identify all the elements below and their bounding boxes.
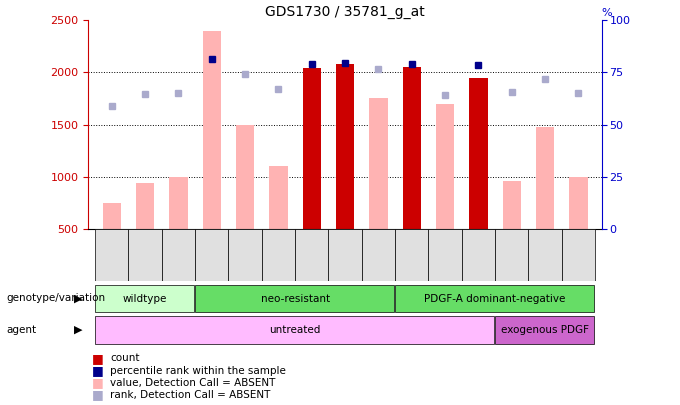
Bar	[362, 229, 395, 281]
Bar	[129, 229, 162, 281]
Bar	[536, 127, 554, 229]
Bar	[262, 229, 295, 281]
Bar	[395, 285, 594, 312]
Text: exogenous PDGF: exogenous PDGF	[501, 325, 589, 335]
Bar	[95, 229, 129, 281]
Text: ▶: ▶	[74, 325, 82, 335]
Title: GDS1730 / 35781_g_at: GDS1730 / 35781_g_at	[265, 5, 425, 19]
Text: value, Detection Call = ABSENT: value, Detection Call = ABSENT	[110, 378, 275, 388]
Bar	[462, 229, 495, 281]
Bar	[369, 98, 388, 229]
Bar	[162, 229, 195, 281]
Bar	[95, 285, 194, 312]
Text: ■: ■	[92, 376, 103, 389]
Bar	[295, 229, 328, 281]
Bar	[469, 78, 488, 229]
Text: %: %	[602, 8, 613, 18]
Bar	[495, 229, 528, 281]
Bar	[269, 166, 288, 229]
Bar	[503, 181, 521, 229]
Text: ■: ■	[92, 388, 103, 401]
Text: untreated: untreated	[269, 325, 321, 335]
Text: ▶: ▶	[74, 294, 82, 303]
Bar	[328, 229, 362, 281]
Text: percentile rank within the sample: percentile rank within the sample	[110, 366, 286, 375]
Bar	[528, 229, 562, 281]
Bar	[403, 67, 421, 229]
Text: wildtype: wildtype	[123, 294, 167, 304]
Bar	[236, 125, 254, 229]
Bar	[495, 316, 594, 343]
Bar	[228, 229, 262, 281]
Bar	[303, 68, 321, 229]
Bar	[336, 64, 354, 229]
Text: rank, Detection Call = ABSENT: rank, Detection Call = ABSENT	[110, 390, 271, 400]
Bar	[428, 229, 462, 281]
Text: neo-resistant: neo-resistant	[260, 294, 330, 304]
Bar	[195, 285, 394, 312]
Bar	[562, 229, 595, 281]
Text: genotype/variation: genotype/variation	[7, 294, 106, 303]
Text: agent: agent	[7, 325, 37, 335]
Bar	[103, 203, 121, 229]
Bar	[195, 229, 228, 281]
Bar	[395, 229, 428, 281]
Bar	[169, 177, 188, 229]
Bar	[569, 177, 588, 229]
Text: ■: ■	[92, 364, 103, 377]
Text: PDGF-A dominant-negative: PDGF-A dominant-negative	[424, 294, 566, 304]
Bar	[136, 183, 154, 229]
Bar	[95, 316, 494, 343]
Bar	[436, 104, 454, 229]
Text: ■: ■	[92, 352, 103, 365]
Text: count: count	[110, 354, 139, 363]
Bar	[203, 31, 221, 229]
